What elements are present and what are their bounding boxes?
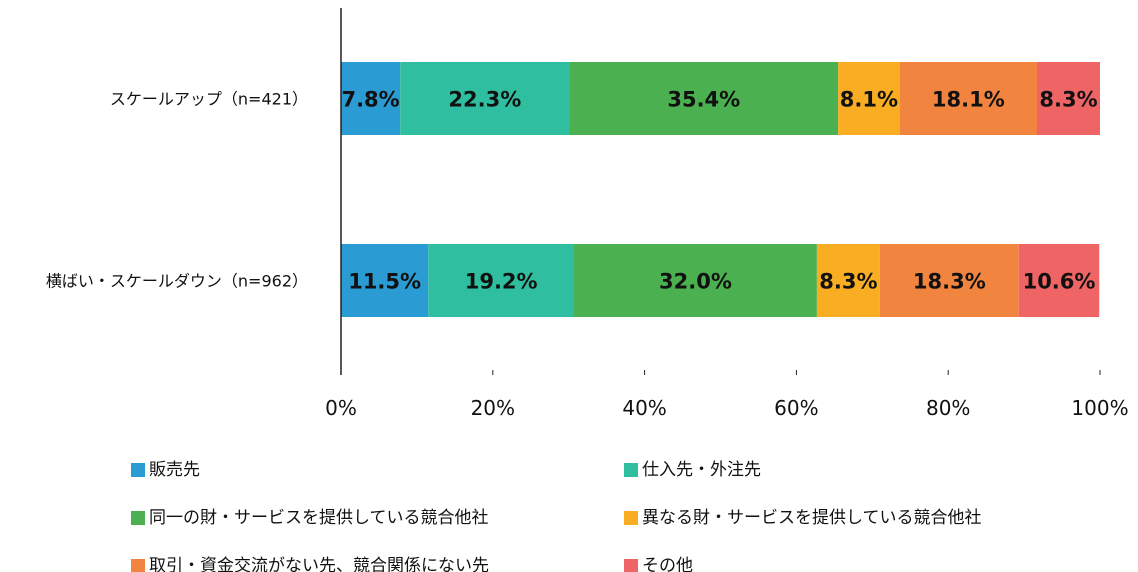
x-tick-label: 60% bbox=[774, 396, 818, 420]
data-label: 8.1% bbox=[840, 88, 898, 112]
data-label: 35.4% bbox=[667, 88, 740, 112]
data-label: 8.3% bbox=[819, 270, 877, 294]
legend-label: その他 bbox=[642, 556, 693, 572]
legend-item: 同一の財・サービスを提供している競合他社 bbox=[131, 503, 489, 528]
category-label: 横ばい・スケールダウン（n=962） bbox=[46, 272, 308, 291]
bar-segment bbox=[816, 244, 880, 317]
bar-segment bbox=[879, 244, 1019, 317]
legend-label: 異なる財・サービスを提供している競合他社 bbox=[642, 508, 982, 528]
data-label: 7.8% bbox=[341, 88, 399, 112]
bar-segment bbox=[428, 244, 575, 317]
legend-swatch bbox=[131, 558, 145, 572]
legend-item: 取引・資金交流がない先、競合関係にない先 bbox=[131, 551, 489, 572]
legend-item: 販売先 bbox=[131, 455, 200, 480]
category-label: スケールアップ（n=421） bbox=[110, 90, 308, 109]
bar-segment bbox=[574, 244, 817, 317]
bar-segment bbox=[569, 62, 839, 135]
legend-label: 同一の財・サービスを提供している競合他社 bbox=[149, 508, 489, 528]
bar-segment bbox=[341, 244, 429, 317]
data-label: 11.5% bbox=[348, 270, 421, 294]
x-tick-label: 20% bbox=[471, 396, 515, 420]
legend-label: 取引・資金交流がない先、競合関係にない先 bbox=[149, 556, 489, 572]
data-label: 22.3% bbox=[448, 88, 521, 112]
legend-swatch bbox=[624, 462, 638, 477]
legend-item: その他 bbox=[624, 551, 693, 572]
legend-item: 異なる財・サービスを提供している競合他社 bbox=[624, 503, 982, 528]
data-label: 19.2% bbox=[465, 270, 538, 294]
plot-area: スケールアップ（n=421） 7.8% 22.3% 35.4% 8.1% 18.1% 8.3… bbox=[46, 8, 1129, 420]
bar-segment bbox=[341, 62, 401, 135]
legend-swatch bbox=[624, 558, 638, 572]
bar-segment bbox=[400, 62, 570, 135]
x-tick-label: 100% bbox=[1071, 396, 1128, 420]
bar-segment bbox=[838, 62, 900, 135]
data-label: 18.1% bbox=[932, 88, 1005, 112]
legend-swatch bbox=[131, 462, 145, 477]
data-label: 8.3% bbox=[1039, 88, 1097, 112]
data-label: 10.6% bbox=[1023, 270, 1096, 294]
data-label: 18.3% bbox=[913, 270, 986, 294]
x-tick-label: 80% bbox=[926, 396, 970, 420]
legend-label: 仕入先・外注先 bbox=[642, 460, 761, 480]
legend-label: 販売先 bbox=[149, 460, 200, 480]
bar-segment bbox=[899, 62, 1038, 135]
legend-swatch bbox=[624, 510, 638, 525]
bar-segment bbox=[1037, 62, 1100, 135]
legend-swatch bbox=[131, 510, 145, 525]
data-label: 32.0% bbox=[659, 270, 732, 294]
legend-item: 仕入先・外注先 bbox=[624, 455, 761, 480]
x-tick-label: 0% bbox=[325, 396, 357, 420]
bar-segment bbox=[1018, 244, 1100, 317]
x-tick-label: 40% bbox=[622, 396, 666, 420]
